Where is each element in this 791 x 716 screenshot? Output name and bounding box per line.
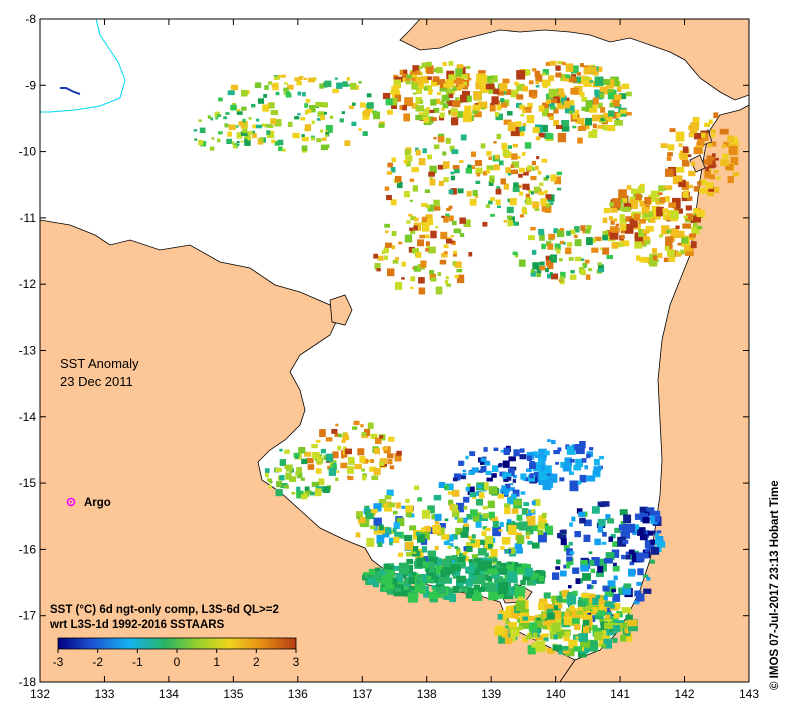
y-tick-label: -10 xyxy=(19,145,37,159)
colorbar-tick-label: 0 xyxy=(174,655,181,669)
y-tick-label: -9 xyxy=(25,78,36,92)
x-tick-label: 142 xyxy=(675,687,695,701)
x-tick-label: 132 xyxy=(30,687,50,701)
colorbar-tick-label: 1 xyxy=(213,655,220,669)
colorbar-tick-label: 2 xyxy=(253,655,260,669)
y-tick-label: -12 xyxy=(19,277,37,291)
y-tick-label: -8 xyxy=(25,12,36,26)
argo-label: Argo xyxy=(84,497,111,509)
x-tick-label: 143 xyxy=(739,687,759,701)
y-axis: -8-9-10-11-12-13-14-15-16-17-18 xyxy=(19,12,749,689)
x-tick-label: 136 xyxy=(288,687,308,701)
argo-marker-icon xyxy=(66,497,76,507)
x-tick-label: 141 xyxy=(610,687,630,701)
colorbar-tick-label: -1 xyxy=(132,655,143,669)
x-tick-label: 140 xyxy=(546,687,566,701)
legend-line-2: wrt L3S-1d 1992-2016 SSTAARS xyxy=(49,619,225,631)
land-new-guinea xyxy=(399,19,749,101)
y-tick-label: -16 xyxy=(19,542,37,556)
y-tick-label: -15 xyxy=(19,476,37,490)
y-tick-label: -18 xyxy=(19,675,37,689)
y-tick-label: -13 xyxy=(19,344,37,358)
colorbar-tick-label: 3 xyxy=(293,655,300,669)
colorbar xyxy=(57,637,297,650)
x-tick-label: 137 xyxy=(352,687,372,701)
x-tick-label: 139 xyxy=(481,687,501,701)
credit-text: © IMOS 07-Jul-2017 23:13 Hobart Time xyxy=(769,480,781,690)
y-tick-label: -14 xyxy=(19,410,37,424)
land-groote-eylandt xyxy=(329,294,353,326)
y-tick-label: -11 xyxy=(20,211,37,225)
colorbar-tick-label: -2 xyxy=(92,655,103,669)
argo-marker: Argo xyxy=(66,497,111,509)
x-tick-label: 135 xyxy=(223,687,243,701)
sst-anomaly-field xyxy=(193,60,740,658)
x-axis: 132 133 134 135 136 137 138 139 140 141 142 143 xyxy=(30,19,759,701)
legend-line-1: SST (°C) 6d ngt-only comp, L3S-6d QL>=2 xyxy=(50,604,279,616)
river-line xyxy=(40,19,126,113)
x-tick-label: 133 xyxy=(94,687,114,701)
y-tick-label: -17 xyxy=(19,609,37,623)
x-tick-label: 134 xyxy=(159,687,179,701)
colorbar-tick-label: -3 xyxy=(53,655,64,669)
colorbar-ticks: -3 -2 -1 0 1 2 3 xyxy=(53,649,300,669)
annotation-date: 23 Dec 2011 xyxy=(60,374,133,389)
river-line-small xyxy=(60,87,81,95)
annotation-title: SST Anomaly xyxy=(60,356,139,371)
x-tick-label: 138 xyxy=(417,687,437,701)
